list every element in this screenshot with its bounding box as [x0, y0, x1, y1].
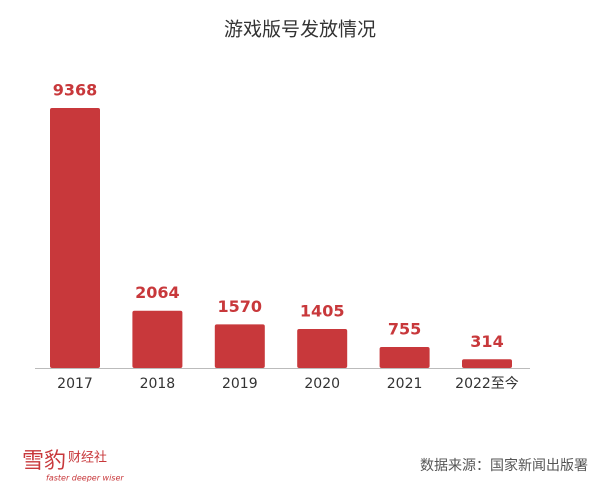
source: 数据来源：国家新闻出版署: [420, 457, 588, 474]
bar: [50, 108, 100, 368]
x-tick-label: 2017: [57, 376, 93, 392]
logo: 雪豹: [22, 449, 66, 474]
bar: [214, 324, 265, 368]
value-label: 1570: [218, 297, 263, 316]
bar: [297, 329, 348, 368]
logo-sub: 财经社: [68, 450, 107, 466]
value-label: 755: [388, 320, 421, 339]
x-tick-label: 2018: [140, 376, 176, 392]
x-tick-label: 2022至今: [455, 376, 519, 392]
x-tick-label: 2021: [387, 376, 423, 392]
bar: [462, 359, 512, 368]
bar: [379, 347, 430, 368]
value-label: 2064: [135, 283, 180, 302]
value-label: 9368: [53, 81, 98, 100]
chart-title: 游戏版号发放情况: [224, 19, 376, 41]
x-tick-label: 2020: [304, 376, 340, 392]
bar: [132, 310, 183, 368]
value-label: 1405: [300, 302, 345, 321]
value-label: 314: [470, 332, 503, 351]
slogan: faster deeper wiser: [46, 474, 124, 483]
x-tick-label: 2019: [222, 376, 258, 392]
